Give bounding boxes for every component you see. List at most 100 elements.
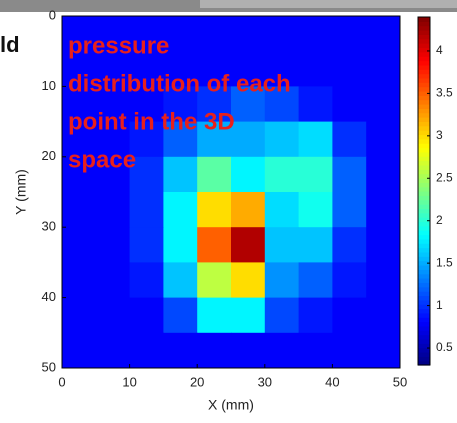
heat-cell (163, 332, 198, 369)
colorbar-slice (418, 308, 430, 314)
colorbar-slice (418, 195, 430, 201)
heat-cell (264, 86, 300, 123)
colorbar-tick-label: 2 (436, 213, 443, 227)
heat-cell (95, 16, 131, 52)
heat-cell (95, 121, 131, 158)
x-tick-label: 0 (58, 374, 65, 389)
colorbar-slice (418, 86, 430, 92)
colorbar-slice (418, 356, 430, 362)
y-tick-label: 50 (42, 359, 56, 374)
heat-cell (231, 227, 266, 263)
heat-cell (298, 86, 333, 123)
colorbar-slice (418, 117, 430, 122)
heat-cell (298, 192, 333, 228)
heat-cell (366, 192, 401, 228)
heat-cell (129, 297, 164, 334)
colorbar-slice (418, 30, 430, 35)
colorbar-slice (418, 199, 430, 205)
colorbar-slice (418, 156, 430, 162)
colorbar-slice (418, 169, 430, 175)
colorbar-slice (418, 164, 430, 170)
heat-cell (163, 262, 198, 299)
heat-cell (163, 297, 198, 334)
colorbar-slice (418, 77, 430, 83)
colorbar-slice (418, 82, 430, 88)
annotation: space (68, 146, 136, 173)
colorbar-slice (418, 90, 430, 96)
colorbar-slice (418, 182, 430, 188)
x-tick-label: 30 (258, 374, 272, 389)
colorbar-slice (418, 243, 430, 249)
heat-cell (129, 121, 164, 158)
colorbar-slice (418, 282, 430, 288)
x-tick-label: 20 (190, 374, 204, 389)
colorbar-tick-label: 3 (436, 128, 443, 142)
colorbar-slice (418, 134, 430, 140)
colorbar-slice (418, 247, 430, 253)
heat-cell (163, 156, 198, 193)
heat-cell (264, 332, 300, 369)
heat-cell (298, 51, 333, 87)
colorbar-slice (418, 143, 430, 149)
heat-cell (62, 16, 97, 52)
heat-cell (163, 86, 198, 123)
colorbar-tick-label: 1 (436, 298, 443, 312)
y-tick-label: 0 (49, 7, 56, 22)
heat-cell (366, 332, 401, 369)
colorbar-slice (418, 38, 430, 44)
colorbar-tick-label: 1.5 (436, 255, 453, 269)
colorbar-slice (418, 204, 430, 209)
colorbar-slice (418, 104, 430, 109)
heat-cell (298, 262, 333, 299)
colorbar-slice (418, 260, 430, 266)
heat-cell (197, 297, 232, 334)
heat-cell (366, 156, 401, 193)
heat-cell (264, 297, 300, 334)
colorbar-slice (418, 238, 430, 244)
heat-cell (95, 262, 131, 299)
heat-cell (366, 297, 401, 334)
colorbar-slice (418, 25, 430, 31)
heat-cell (129, 156, 164, 193)
heat-cell (366, 51, 401, 87)
colorbar-slice (418, 125, 430, 131)
colorbar-slice (418, 21, 430, 27)
heat-cell (264, 51, 300, 87)
colorbar-slice (418, 130, 430, 136)
annotation: pressure (68, 32, 169, 59)
colorbar-slice (418, 177, 430, 183)
y-tick-label: 30 (42, 219, 56, 234)
colorbar-slice (418, 347, 430, 353)
heat-cell (298, 297, 333, 334)
colorbar-tick-label: 3.5 (436, 86, 453, 100)
colorbar-slice (418, 351, 430, 357)
heat-cell (95, 297, 131, 334)
colorbar-slice (418, 108, 430, 114)
colorbar-slice (418, 234, 430, 240)
heat-cell (95, 192, 131, 228)
heat-cell (231, 332, 266, 369)
heat-cell (332, 156, 367, 193)
heat-cell (332, 16, 367, 52)
colorbar-slice (418, 251, 430, 257)
heat-cell (332, 192, 367, 228)
heat-cell (332, 262, 367, 299)
heat-cell (366, 16, 401, 52)
photo-strip-light (200, 0, 457, 8)
heat-cell (197, 86, 232, 123)
colorbar-slice (418, 299, 430, 305)
heat-cell (62, 332, 97, 369)
heat-cell (62, 192, 97, 228)
colorbar-tick-label: 2.5 (436, 170, 453, 184)
heat-cell (163, 121, 198, 158)
colorbar-slice (418, 304, 430, 310)
heat-cell (298, 16, 333, 52)
annotation: distribution of each (68, 70, 291, 97)
colorbar-slice (418, 212, 430, 218)
heat-cell (95, 227, 131, 263)
heat-cell (332, 51, 367, 87)
heat-cell (231, 297, 266, 334)
y-tick-label: 20 (42, 148, 56, 163)
heat-cell (231, 192, 266, 228)
